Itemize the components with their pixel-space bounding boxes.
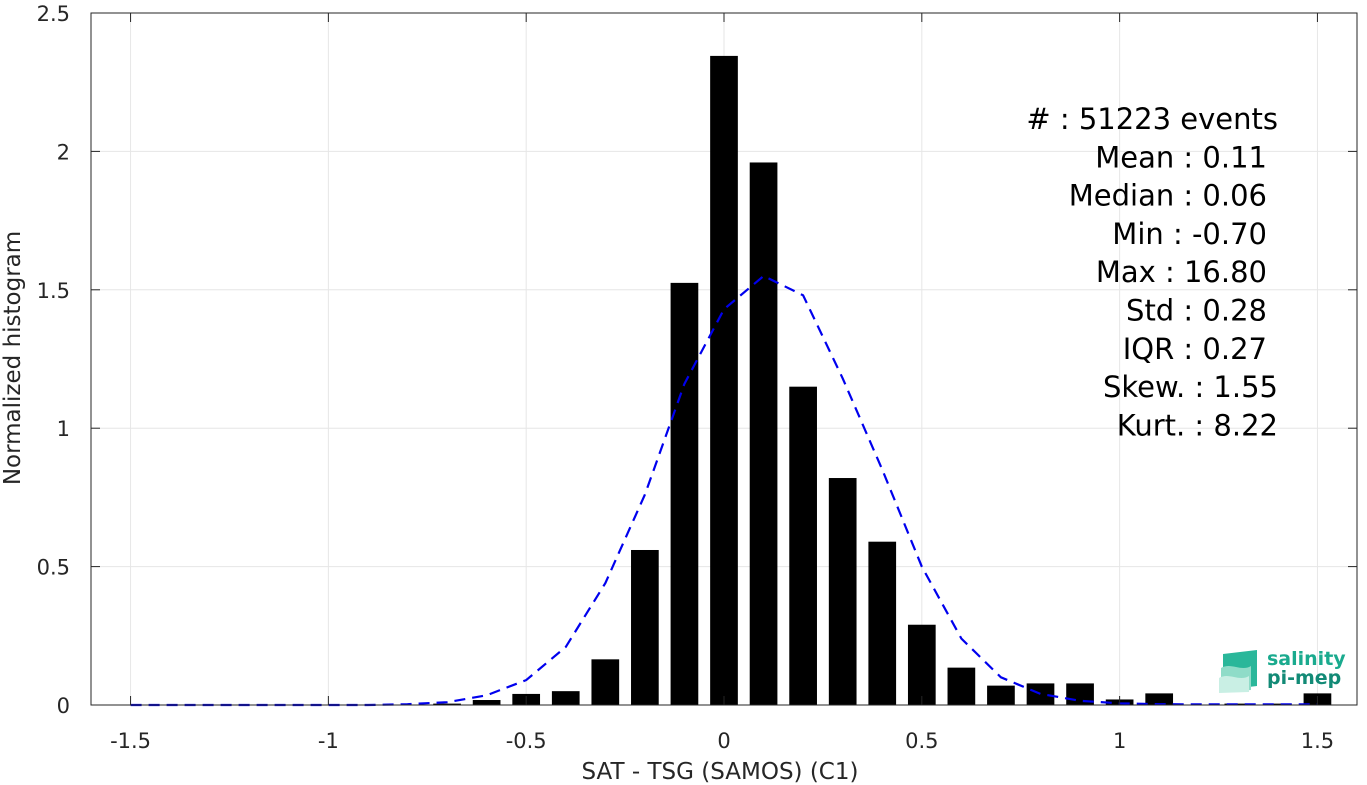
stat-line: Std : 0.28: [1126, 294, 1267, 328]
histogram-bar: [907, 624, 936, 705]
histogram-bar: [947, 667, 976, 705]
stat-line: Kurt. : 8.22: [1117, 408, 1278, 442]
logo-text-pimep: pi-mep: [1267, 667, 1342, 689]
x-tick-label: 0: [717, 729, 730, 753]
stats-box: # : 51223 events Mean : 0.11 Median : 0.06…: [1026, 102, 1278, 442]
histogram-bar: [670, 282, 699, 705]
y-tick-label: 2: [57, 140, 70, 164]
histogram-bar: [1145, 693, 1174, 705]
histogram-bar: [551, 691, 580, 705]
logo-text-salinity: salinity: [1267, 648, 1346, 670]
histogram-bar: [1026, 683, 1055, 705]
x-tick-label: 0.5: [905, 729, 938, 753]
histogram-bar: [433, 703, 461, 705]
x-tick-label: -1.5: [110, 729, 151, 753]
stat-line: Max : 16.80: [1096, 255, 1267, 289]
stat-line: # : 51223 events: [1026, 102, 1278, 136]
y-tick-label: 0.5: [37, 556, 70, 580]
stat-line: Mean : 0.11: [1095, 140, 1267, 174]
histogram-bar: [868, 541, 897, 705]
histogram-bar: [987, 685, 1015, 705]
histogram-bar: [1264, 703, 1292, 705]
y-tick-label: 1: [57, 417, 70, 441]
y-axis-label: Normalized histogram: [0, 231, 26, 485]
histogram-bar: [1224, 703, 1253, 705]
y-tick-label: 0: [57, 694, 70, 718]
stat-line: Skew. : 1.55: [1103, 370, 1278, 404]
histogram-bar: [591, 659, 620, 705]
x-tick-label: 1: [1113, 729, 1126, 753]
histogram-bars: [433, 55, 1332, 706]
x-axis-label: SAT - TSG (SAMOS) (C1): [582, 759, 859, 785]
y-tick-label: 2.5: [37, 2, 70, 26]
histogram-bar: [789, 386, 817, 705]
x-tick-label: -0.5: [506, 729, 547, 753]
salinity-pimep-logo: salinity pi-mep: [1217, 646, 1347, 694]
stat-line: Median : 0.06: [1069, 179, 1267, 213]
logo-waves-icon: [1219, 650, 1257, 693]
histogram-bar: [828, 478, 857, 705]
x-axis-ticks: -1.5 -1 -0.5 0 0.5 1 1.5: [110, 13, 1334, 753]
histogram-bar: [472, 700, 501, 705]
histogram-bar: [749, 162, 778, 706]
stat-line: Min : -0.70: [1112, 217, 1267, 251]
x-tick-label: -1: [318, 729, 339, 753]
histogram-bar: [631, 549, 659, 705]
stat-line: IQR : 0.27: [1123, 332, 1267, 366]
y-axis-ticks: 0 0.5 1 1.5 2 2.5: [37, 2, 1357, 718]
x-tick-label: 1.5: [1301, 729, 1334, 753]
y-tick-label: 1.5: [37, 279, 70, 303]
histogram-bar: [710, 55, 738, 706]
